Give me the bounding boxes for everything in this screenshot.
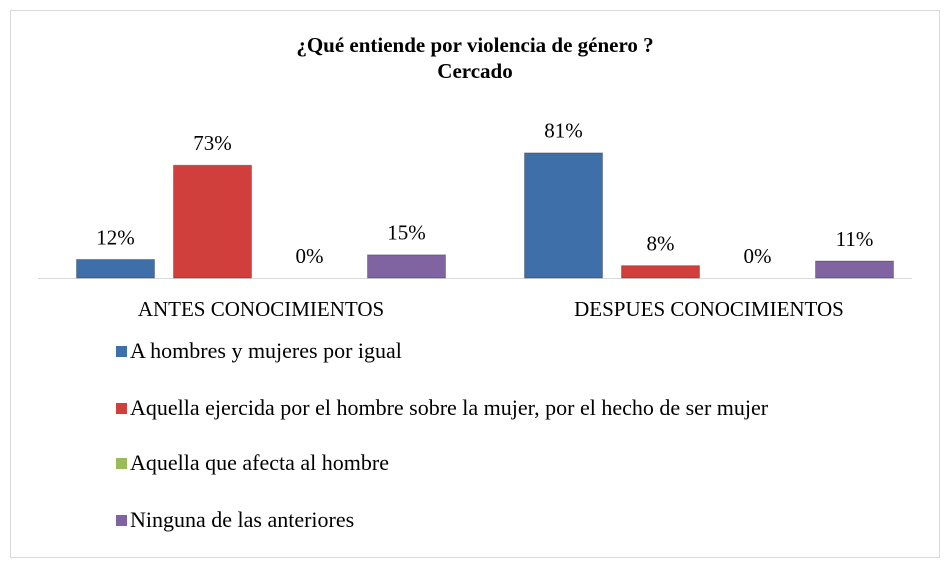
legend-entry: A hombres y mujeres por igual (116, 337, 876, 365)
legend-swatch (116, 403, 127, 414)
bar (367, 254, 446, 279)
legend-label: A hombres y mujeres por igual (130, 338, 402, 363)
value-label: 12% (96, 225, 135, 249)
value-label: 11% (836, 227, 874, 251)
value-label: 81% (544, 119, 583, 143)
legend-swatch (116, 458, 127, 469)
chart-subtitle: Cercado (437, 59, 512, 83)
x-tick-label: DESPUES CONOCIMIENTOS (574, 297, 844, 321)
chart-border (10, 10, 940, 558)
bar (815, 260, 894, 279)
legend-label: Aquella que afecta al hombre (130, 450, 389, 475)
value-label: 73% (193, 131, 232, 155)
value-label: 8% (647, 231, 675, 255)
value-label: 15% (387, 221, 426, 245)
legend-swatch (116, 346, 127, 357)
bar (76, 258, 155, 279)
legend-label: Ninguna de las anteriores (130, 507, 355, 532)
bar (524, 152, 603, 279)
legend-label: Aquella ejercida por el hombre sobre la … (130, 395, 769, 420)
legend-entry: Ninguna de las anteriores (116, 506, 876, 534)
bar (621, 265, 700, 279)
chart-title: ¿Qué entiende por violencia de género ? (296, 33, 653, 57)
value-label: 0% (744, 244, 772, 268)
bar (173, 164, 252, 279)
legend-swatch (116, 515, 127, 526)
value-label: 0% (296, 244, 324, 268)
legend-entry: Aquella ejercida por el hombre sobre la … (116, 394, 876, 422)
legend-entry: Aquella que afecta al hombre (116, 449, 876, 477)
x-tick-label: ANTES CONOCIMIENTOS (138, 297, 384, 321)
